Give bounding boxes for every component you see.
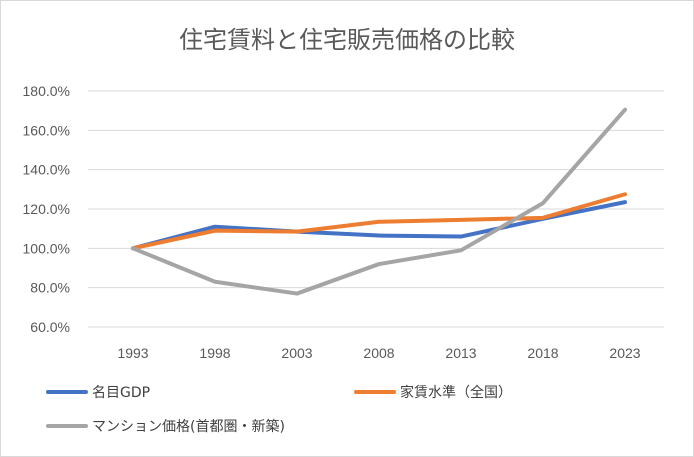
x-tick-label: 1993 bbox=[117, 345, 148, 361]
legend-label-2: マンション価格(首都圏・新築) bbox=[92, 419, 285, 435]
y-axis-ticks: 60.0% 80.0% 100.0% 120.0% 140.0% 160.0% 180.0% bbox=[23, 83, 70, 335]
x-tick-label: 2018 bbox=[527, 345, 558, 361]
x-axis-ticks: 1993 1998 2003 2008 2013 2018 2023 bbox=[117, 345, 640, 361]
x-tick-label: 2013 bbox=[445, 345, 476, 361]
y-tick-label: 60.0% bbox=[30, 319, 70, 335]
y-tick-label: 100.0% bbox=[23, 240, 70, 256]
x-tick-label: 2023 bbox=[609, 345, 640, 361]
y-tick-label: 140.0% bbox=[23, 162, 70, 178]
legend-label-0: 名目GDP bbox=[92, 385, 150, 401]
y-tick-label: 80.0% bbox=[30, 280, 70, 296]
series-line-2 bbox=[131, 107, 627, 296]
y-tick-label: 160.0% bbox=[23, 122, 70, 138]
series-lines bbox=[131, 107, 627, 296]
x-tick-label: 2008 bbox=[363, 345, 394, 361]
x-tick-label: 1998 bbox=[199, 345, 230, 361]
legend: 名目GDP 家賃水準（全国） マンション価格(首都圏・新築) bbox=[46, 384, 512, 435]
legend-label-1: 家賃水準（全国） bbox=[400, 384, 512, 401]
y-tick-label: 120.0% bbox=[23, 201, 70, 217]
series-line-1 bbox=[131, 192, 627, 251]
x-tick-label: 2003 bbox=[281, 345, 312, 361]
y-tick-label: 180.0% bbox=[23, 83, 70, 99]
chart-title: 住宅賃料と住宅販売価格の比較 bbox=[179, 26, 515, 54]
